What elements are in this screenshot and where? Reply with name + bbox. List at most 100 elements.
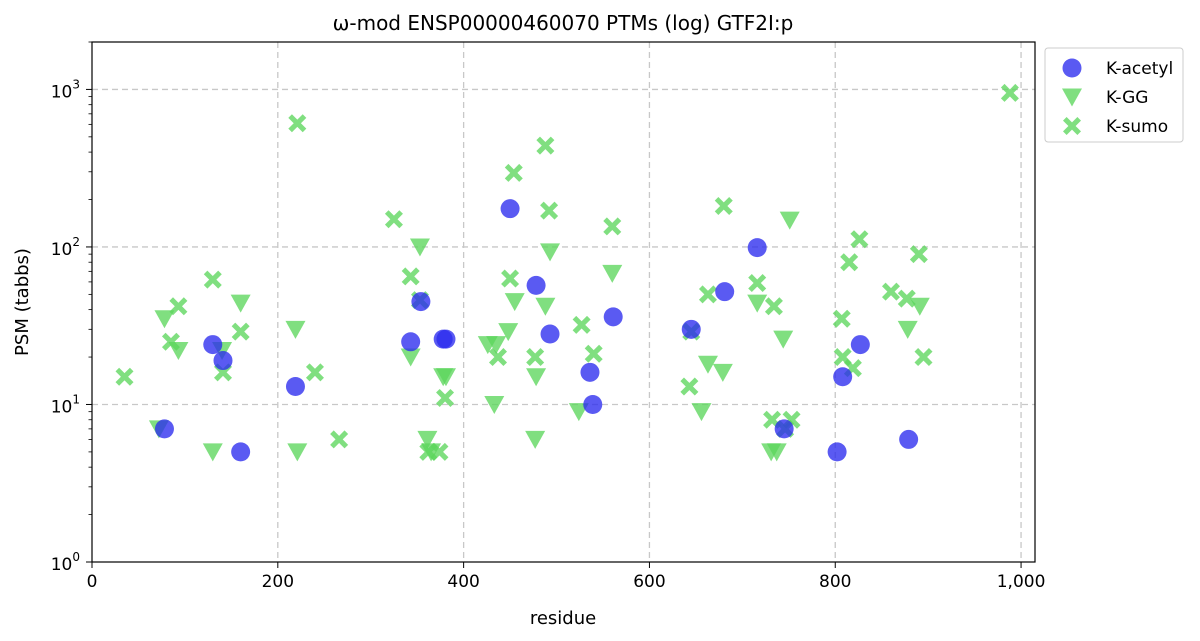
data-point [914,348,933,367]
data-point [840,253,859,272]
data-point [715,282,735,302]
data-point [489,348,508,367]
data-point [230,294,251,313]
plot-background [92,42,1035,562]
data-point [500,199,520,219]
series-k-gg [148,211,930,462]
data-point [436,388,455,407]
data-point [417,430,438,449]
data-point [287,443,308,462]
data-point [436,329,456,349]
data-point [580,362,600,382]
x-tick-label: 600 [633,572,665,592]
data-point [435,368,456,387]
data-point [421,443,442,462]
data-point [535,297,556,316]
data-point [384,210,403,229]
x-tick-label: 800 [819,572,851,592]
x-tick-label: 0 [87,572,98,592]
data-point [203,335,223,355]
data-point [697,355,718,374]
data-point [583,394,603,414]
data-point [584,344,603,363]
data-point [401,332,421,352]
plot-frame [91,41,1036,563]
data-point [409,238,430,257]
x-tick-label: 400 [447,572,479,592]
x-axis-ticks: 0 200 400 600 800 1,000 [87,562,1046,592]
data-point [850,230,869,249]
data-point [833,367,853,387]
data-point [603,307,623,327]
data-point [774,419,794,439]
data-point [747,294,768,313]
data-point [779,211,800,230]
data-point [526,368,547,387]
data-point [411,292,431,312]
data-point [504,293,525,312]
data-point [832,309,851,328]
data-point [231,442,251,462]
y-tick-label: 103 [51,77,80,102]
data-point [747,238,767,258]
data-point [712,363,733,382]
data-point [498,323,519,342]
x-tick-label: 200 [262,572,294,592]
data-point [486,336,507,355]
data-point [540,201,559,220]
data-point [764,297,783,316]
data-point [154,310,175,329]
data-point [501,269,520,288]
data-point [285,377,305,397]
data-point [681,319,701,339]
data-point [850,335,870,355]
data-point [203,270,222,289]
data-point [213,351,233,371]
data-point [714,196,733,215]
data-point [525,430,546,449]
legend-label: K-sumo [1106,117,1168,137]
data-point [909,245,928,264]
data-point [536,136,555,155]
data-point [897,289,916,308]
y-tick-label: 100 [51,550,80,575]
data-point [202,443,223,462]
data-point [748,274,767,293]
y-tick-label: 102 [51,235,80,260]
y-axis-label: PSM (tabbs) [12,248,33,356]
data-point [602,264,623,283]
data-point [285,320,306,339]
data-point [899,429,919,449]
data-point [1000,83,1019,102]
legend-label: K-acetyl [1106,59,1173,79]
data-point [909,297,930,316]
data-point [897,320,918,339]
data-point [773,330,794,349]
data-point [572,315,591,334]
data-point [484,395,505,414]
legend-marker [1062,58,1082,78]
data-point [231,322,250,341]
data-point [305,363,324,382]
legend-label: K-GG [1106,88,1148,108]
x-tick-label: 1,000 [997,572,1046,592]
data-point [154,419,174,439]
data-point [401,267,420,286]
data-point [330,430,349,449]
data-point [698,285,717,304]
series-k-acetyl [154,199,919,462]
data-point [691,403,712,422]
data-point [540,324,560,344]
legend-marker [1063,117,1081,135]
data-point [526,348,545,367]
grid-lines [92,42,1035,562]
data-point [526,275,546,295]
x-axis-label: residue [530,608,596,629]
chart-title: ω-mod ENSP00000460070 PTMs (log) GTF2I:p [333,11,794,35]
legend-marker [1062,88,1082,107]
data-point [168,342,189,361]
data-point [680,377,699,396]
data-point [288,114,307,133]
data-point [881,282,900,301]
